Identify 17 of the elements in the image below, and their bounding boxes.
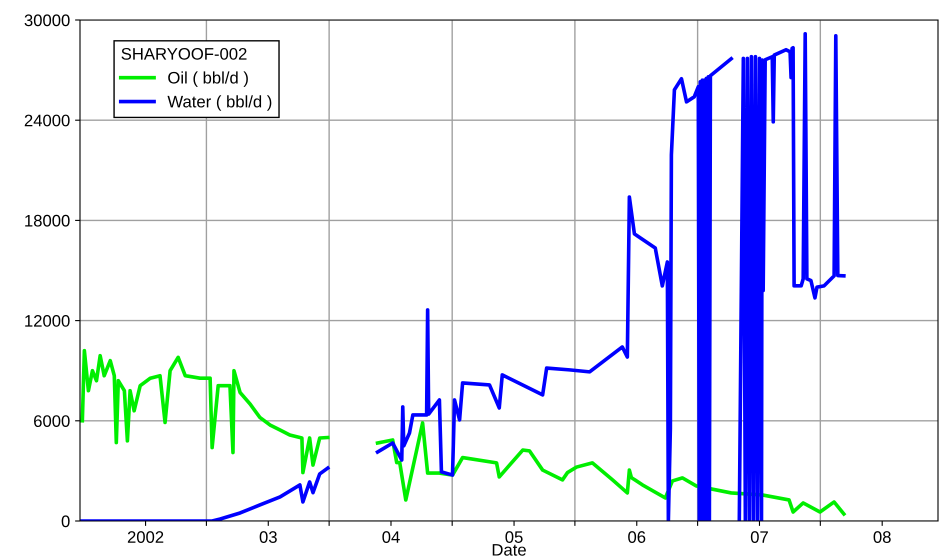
x-tick-label: 06 <box>628 531 646 543</box>
y-tick-label: 6000 <box>34 415 70 428</box>
legend-label: Oil ( bbl/d ) <box>168 71 248 87</box>
x-axis-title: Date <box>492 544 526 556</box>
y-tick-label: 12000 <box>25 315 70 327</box>
x-tick-label: 08 <box>874 531 891 543</box>
y-tick-label: 0 <box>62 515 70 528</box>
x-tick-label: 07 <box>750 531 768 543</box>
legend-title: SHARYOOF-002 <box>122 48 246 60</box>
x-tick-label: 05 <box>505 531 523 543</box>
y-tick-label: 30000 <box>24 14 70 26</box>
y-tick-label: 18000 <box>25 214 70 227</box>
legend-label: Water ( bbl/d ) <box>167 95 272 111</box>
x-tick-label: 03 <box>260 531 277 543</box>
y-tick-label: 24000 <box>24 114 70 126</box>
x-tick-label: 2002 <box>128 531 164 543</box>
x-tick-label: 04 <box>382 531 400 543</box>
